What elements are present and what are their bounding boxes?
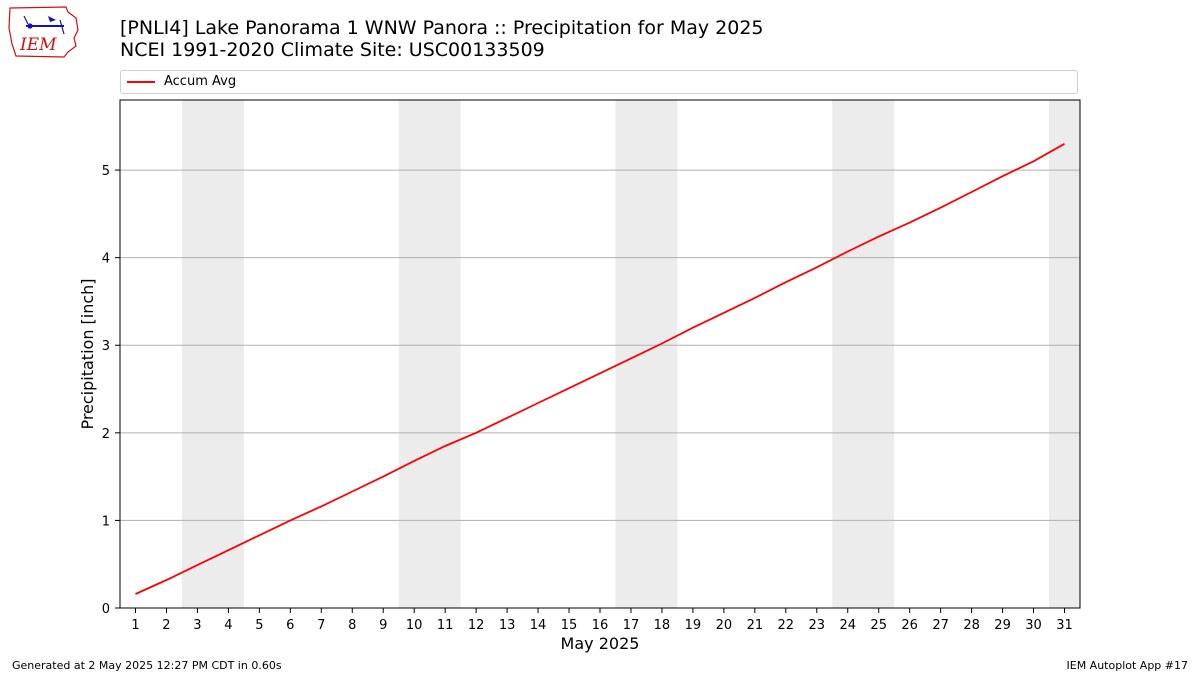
weekend-band	[1049, 100, 1080, 608]
x-tick-label: 17	[623, 618, 640, 633]
x-tick-label: 2	[162, 618, 170, 633]
y-tick-label: 5	[102, 164, 110, 179]
x-tick-label: 11	[437, 618, 454, 633]
x-tick-label: 9	[379, 618, 387, 633]
x-tick-label: 4	[224, 618, 232, 633]
weekend-band	[615, 100, 678, 608]
plot-frame	[119, 99, 1081, 609]
generated-timestamp: Generated at 2 May 2025 12:27 PM CDT in …	[12, 659, 282, 672]
x-tick-label: 6	[286, 618, 294, 633]
x-tick-label: 23	[809, 618, 826, 633]
x-axis-label: May 2025	[561, 634, 640, 653]
chart-legend: Accum Avg	[120, 70, 1078, 94]
y-tick-label: 0	[102, 602, 110, 617]
x-tick-label: 16	[592, 618, 609, 633]
y-tick-label: 4	[102, 252, 110, 267]
weekend-band	[832, 100, 895, 608]
x-tick-label: 18	[654, 618, 671, 633]
y-axis-label: Precipitation [inch]	[78, 278, 97, 429]
x-tick-label: 7	[317, 618, 325, 633]
x-tick-label: 21	[747, 618, 764, 633]
x-tick-label: 19	[685, 618, 702, 633]
x-tick-label: 25	[870, 618, 887, 633]
x-tick-label: 5	[255, 618, 263, 633]
x-tick-label: 24	[839, 618, 856, 633]
weekend-band	[181, 100, 244, 608]
weekend-band	[398, 100, 461, 608]
legend-swatch-accum-avg	[127, 81, 155, 83]
x-tick-label: 3	[193, 618, 201, 633]
y-tick-label: 2	[102, 427, 110, 442]
x-tick-label: 27	[932, 618, 949, 633]
x-tick-label: 8	[348, 618, 356, 633]
x-tick-label: 30	[1025, 618, 1042, 633]
y-tick-label: 3	[102, 339, 110, 354]
logo-text: IEM	[19, 35, 57, 55]
x-tick-label: 13	[499, 618, 516, 633]
iem-logo: IEM	[6, 4, 82, 60]
autoplot-app-id: IEM Autoplot App #17	[1066, 659, 1189, 672]
x-tick-label: 31	[1056, 618, 1073, 633]
x-tick-label: 26	[901, 618, 918, 633]
y-tick-label: 1	[102, 514, 110, 529]
x-tick-label: 12	[468, 618, 485, 633]
x-tick-label: 28	[963, 618, 980, 633]
x-tick-label: 10	[406, 618, 423, 633]
x-tick-label: 29	[994, 618, 1011, 633]
x-tick-label: 20	[716, 618, 733, 633]
chart-title: [PNLI4] Lake Panorama 1 WNW Panora :: Pr…	[120, 17, 764, 61]
legend-label-accum-avg: Accum Avg	[164, 74, 237, 89]
title-line-2: NCEI 1991-2020 Climate Site: USC00133509	[120, 39, 545, 61]
x-tick-label: 15	[561, 618, 578, 633]
x-tick-label: 1	[131, 618, 139, 633]
x-tick-label: 14	[530, 618, 547, 633]
iowa-state-outline-logo-icon: IEM	[8, 6, 79, 58]
x-tick-label: 22	[778, 618, 795, 633]
title-line-1: [PNLI4] Lake Panorama 1 WNW Panora :: Pr…	[120, 17, 764, 39]
series-line-accum-avg	[135, 143, 1065, 595]
